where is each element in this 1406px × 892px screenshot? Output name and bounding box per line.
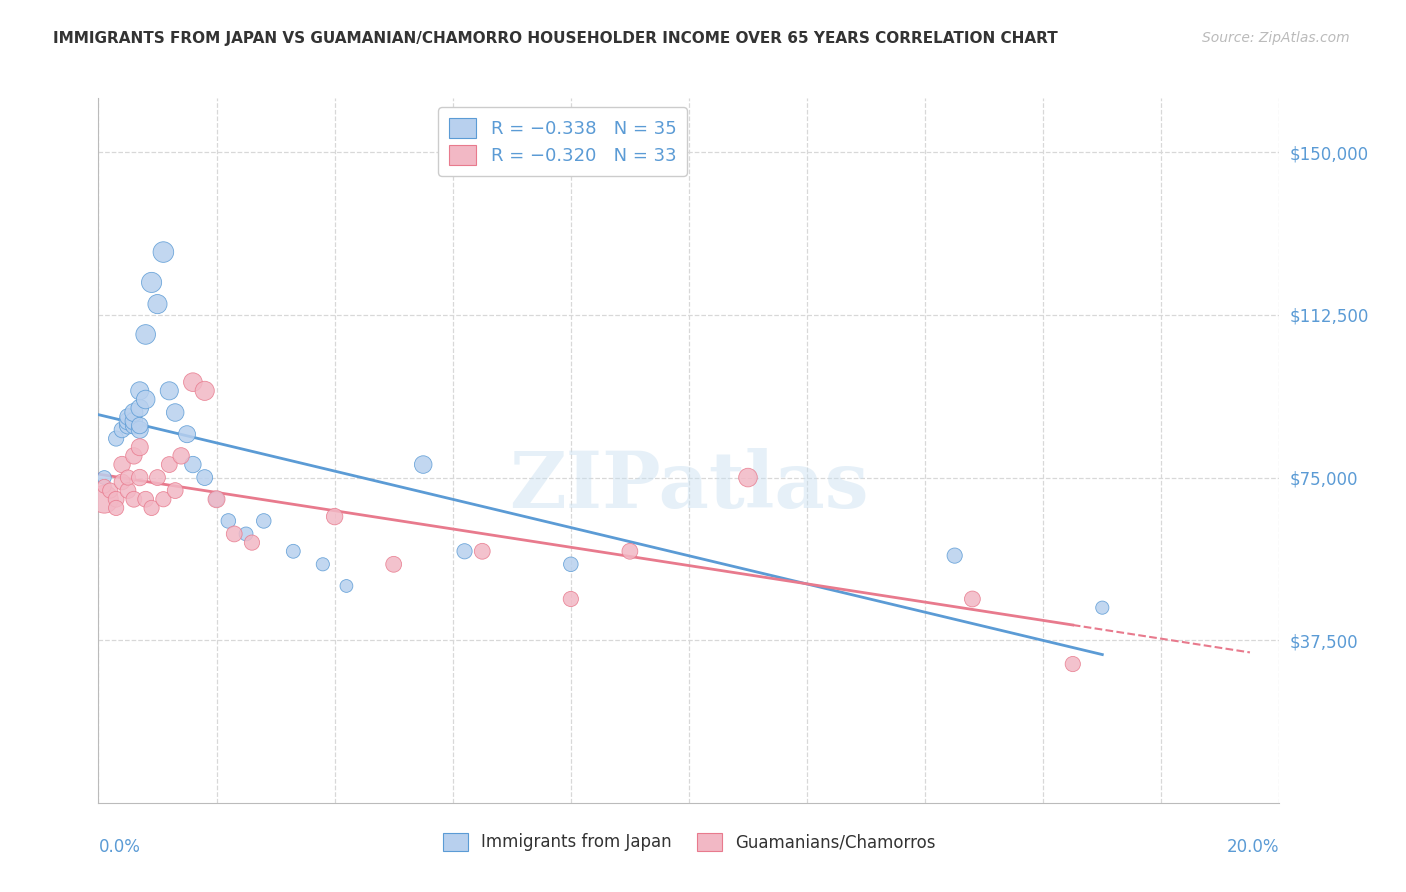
Point <box>93 470 115 484</box>
Point <box>335 579 357 593</box>
Point <box>111 475 134 489</box>
Point <box>146 297 169 311</box>
Point <box>165 405 187 419</box>
Text: 0.0%: 0.0% <box>98 838 141 856</box>
Point <box>122 418 145 433</box>
Point <box>141 500 163 515</box>
Point <box>165 483 187 498</box>
Point <box>157 384 180 398</box>
Point <box>93 479 115 493</box>
Point <box>962 592 984 607</box>
Point <box>1062 657 1084 671</box>
Point <box>194 470 217 484</box>
Point <box>146 470 169 484</box>
Point <box>235 527 257 541</box>
Point <box>619 544 641 558</box>
Point <box>737 470 759 484</box>
Point <box>105 432 128 446</box>
Point <box>240 535 263 549</box>
Point <box>117 470 139 484</box>
Point <box>412 458 434 472</box>
Point <box>382 558 405 572</box>
Point <box>217 514 239 528</box>
Point <box>135 492 157 507</box>
Point <box>128 401 150 416</box>
Point <box>283 544 305 558</box>
Point <box>560 558 582 572</box>
Point <box>117 409 139 424</box>
Point <box>205 492 228 507</box>
Point <box>128 384 150 398</box>
Point <box>453 544 475 558</box>
Text: IMMIGRANTS FROM JAPAN VS GUAMANIAN/CHAMORRO HOUSEHOLDER INCOME OVER 65 YEARS COR: IMMIGRANTS FROM JAPAN VS GUAMANIAN/CHAMO… <box>53 31 1059 46</box>
Point <box>128 418 150 433</box>
Point <box>170 449 193 463</box>
Point <box>93 492 115 507</box>
Text: 20.0%: 20.0% <box>1227 838 1279 856</box>
Point <box>135 327 157 342</box>
Point <box>111 423 134 437</box>
Point <box>98 483 121 498</box>
Point <box>152 492 174 507</box>
Point <box>135 392 157 407</box>
Legend: Immigrants from Japan, Guamanians/Chamorros: Immigrants from Japan, Guamanians/Chamor… <box>436 826 942 858</box>
Point <box>122 405 145 419</box>
Point <box>181 458 204 472</box>
Text: Source: ZipAtlas.com: Source: ZipAtlas.com <box>1202 31 1350 45</box>
Point <box>157 458 180 472</box>
Point <box>560 592 582 607</box>
Point <box>194 384 217 398</box>
Point <box>1091 600 1114 615</box>
Point <box>105 500 128 515</box>
Point <box>176 427 198 442</box>
Text: ZIPatlas: ZIPatlas <box>509 448 869 524</box>
Point <box>117 418 139 433</box>
Point <box>471 544 494 558</box>
Point <box>141 276 163 290</box>
Point <box>128 423 150 437</box>
Point <box>253 514 276 528</box>
Point <box>181 375 204 389</box>
Point <box>117 483 139 498</box>
Point <box>105 492 128 507</box>
Point <box>152 245 174 260</box>
Point <box>122 414 145 428</box>
Point <box>122 492 145 507</box>
Point <box>128 470 150 484</box>
Point <box>111 458 134 472</box>
Point <box>312 558 335 572</box>
Point <box>117 414 139 428</box>
Point <box>122 449 145 463</box>
Point <box>224 527 246 541</box>
Point <box>205 492 228 507</box>
Point <box>943 549 966 563</box>
Point <box>323 509 346 524</box>
Point <box>128 440 150 454</box>
